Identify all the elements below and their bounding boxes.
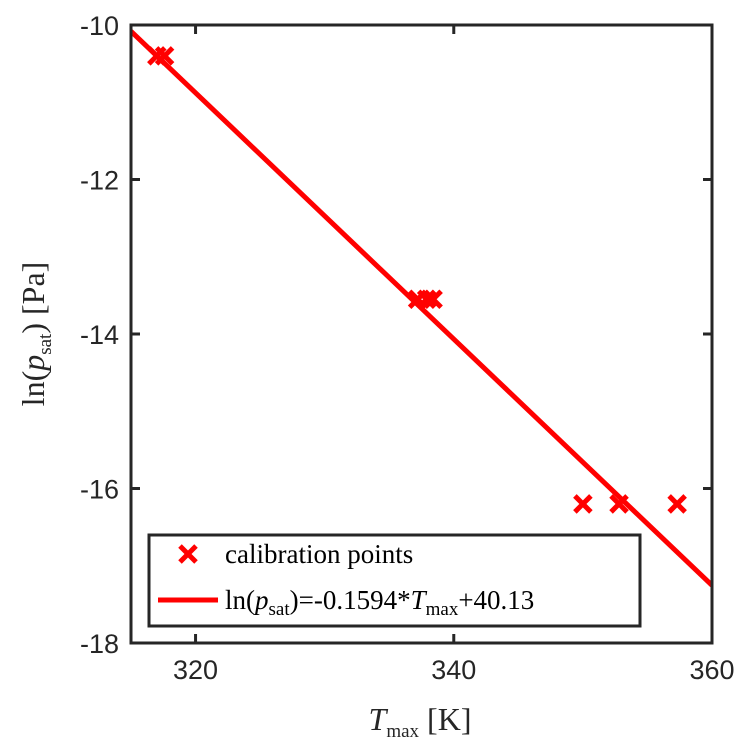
calibration-point-3 <box>416 289 437 310</box>
legend-marker-calibration-points <box>178 544 198 564</box>
calibration-point-7-stroke-b <box>667 494 687 514</box>
x-tick-label-1: 340 <box>431 655 476 685</box>
legend-label-calibration-points: calibration points <box>225 539 413 569</box>
y-tick-label-4: -18 <box>80 629 119 659</box>
legend-marker-x-stroke-b <box>178 544 198 564</box>
legend-fit-post: +40.13 <box>458 585 534 615</box>
calibration-point-6 <box>609 494 629 514</box>
fit-line <box>131 29 712 588</box>
legend-fit-sub2: max <box>426 599 459 620</box>
y-axis-label-var: p <box>15 355 51 373</box>
calibration-point-3-stroke-b <box>416 289 437 310</box>
x-axis-label-unit: [K] <box>427 701 471 737</box>
legend-fit-pre: ln( <box>225 585 255 615</box>
legend-fit-var1: p <box>253 585 269 615</box>
legend-marker-x <box>178 544 198 564</box>
x-tick-labels: 320 340 360 <box>173 655 735 685</box>
y-tick-label-3: -16 <box>80 475 119 505</box>
legend-fit-sub1: sat <box>269 599 291 620</box>
y-tick-label-0: -10 <box>80 11 119 41</box>
y-tick-label-1: -12 <box>80 166 119 196</box>
y-axis-label-post: ) [Pa] <box>15 262 51 334</box>
calibration-point-1 <box>154 46 175 66</box>
markers-layer <box>147 46 687 514</box>
x-tick-label-2: 360 <box>689 655 734 685</box>
calibration-point-4 <box>423 289 443 310</box>
fit-line-layer <box>131 29 712 588</box>
legend-fit-var2: T <box>411 585 428 615</box>
y-tick-labels: -10 -12 -14 -16 -18 <box>80 11 119 659</box>
y-axis-label-pre: ln( <box>15 371 51 407</box>
x-tick-label-0: 320 <box>173 655 218 685</box>
legend-box <box>147 533 642 628</box>
calibration-point-1-stroke-b <box>154 46 175 66</box>
axes-layer <box>129 23 714 645</box>
calibration-point-6-stroke-b <box>609 494 629 514</box>
y-axis-label: ln(psat) [Pa] <box>15 262 56 407</box>
calibration-point-7 <box>667 494 687 514</box>
calibration-point-5 <box>573 494 593 514</box>
x-axis-label: Tmax [K] <box>369 701 472 739</box>
legend-label-fit: ln(psat)=-0.1594*Tmax+40.13 <box>225 585 534 620</box>
x-axis-label-var: T <box>369 701 389 737</box>
y-axis-label-sub: sat <box>35 333 56 355</box>
y-tick-label-2: -14 <box>80 320 119 350</box>
calibration-point-5-stroke-b <box>573 494 593 514</box>
legend: calibration points ln(psat)=-0.1594*Tmax… <box>147 533 642 628</box>
calibration-point-4-stroke-b <box>423 289 443 310</box>
x-axis-label-sub: max <box>386 721 419 739</box>
legend-fit-mid: )=-0.1594* <box>290 585 411 615</box>
